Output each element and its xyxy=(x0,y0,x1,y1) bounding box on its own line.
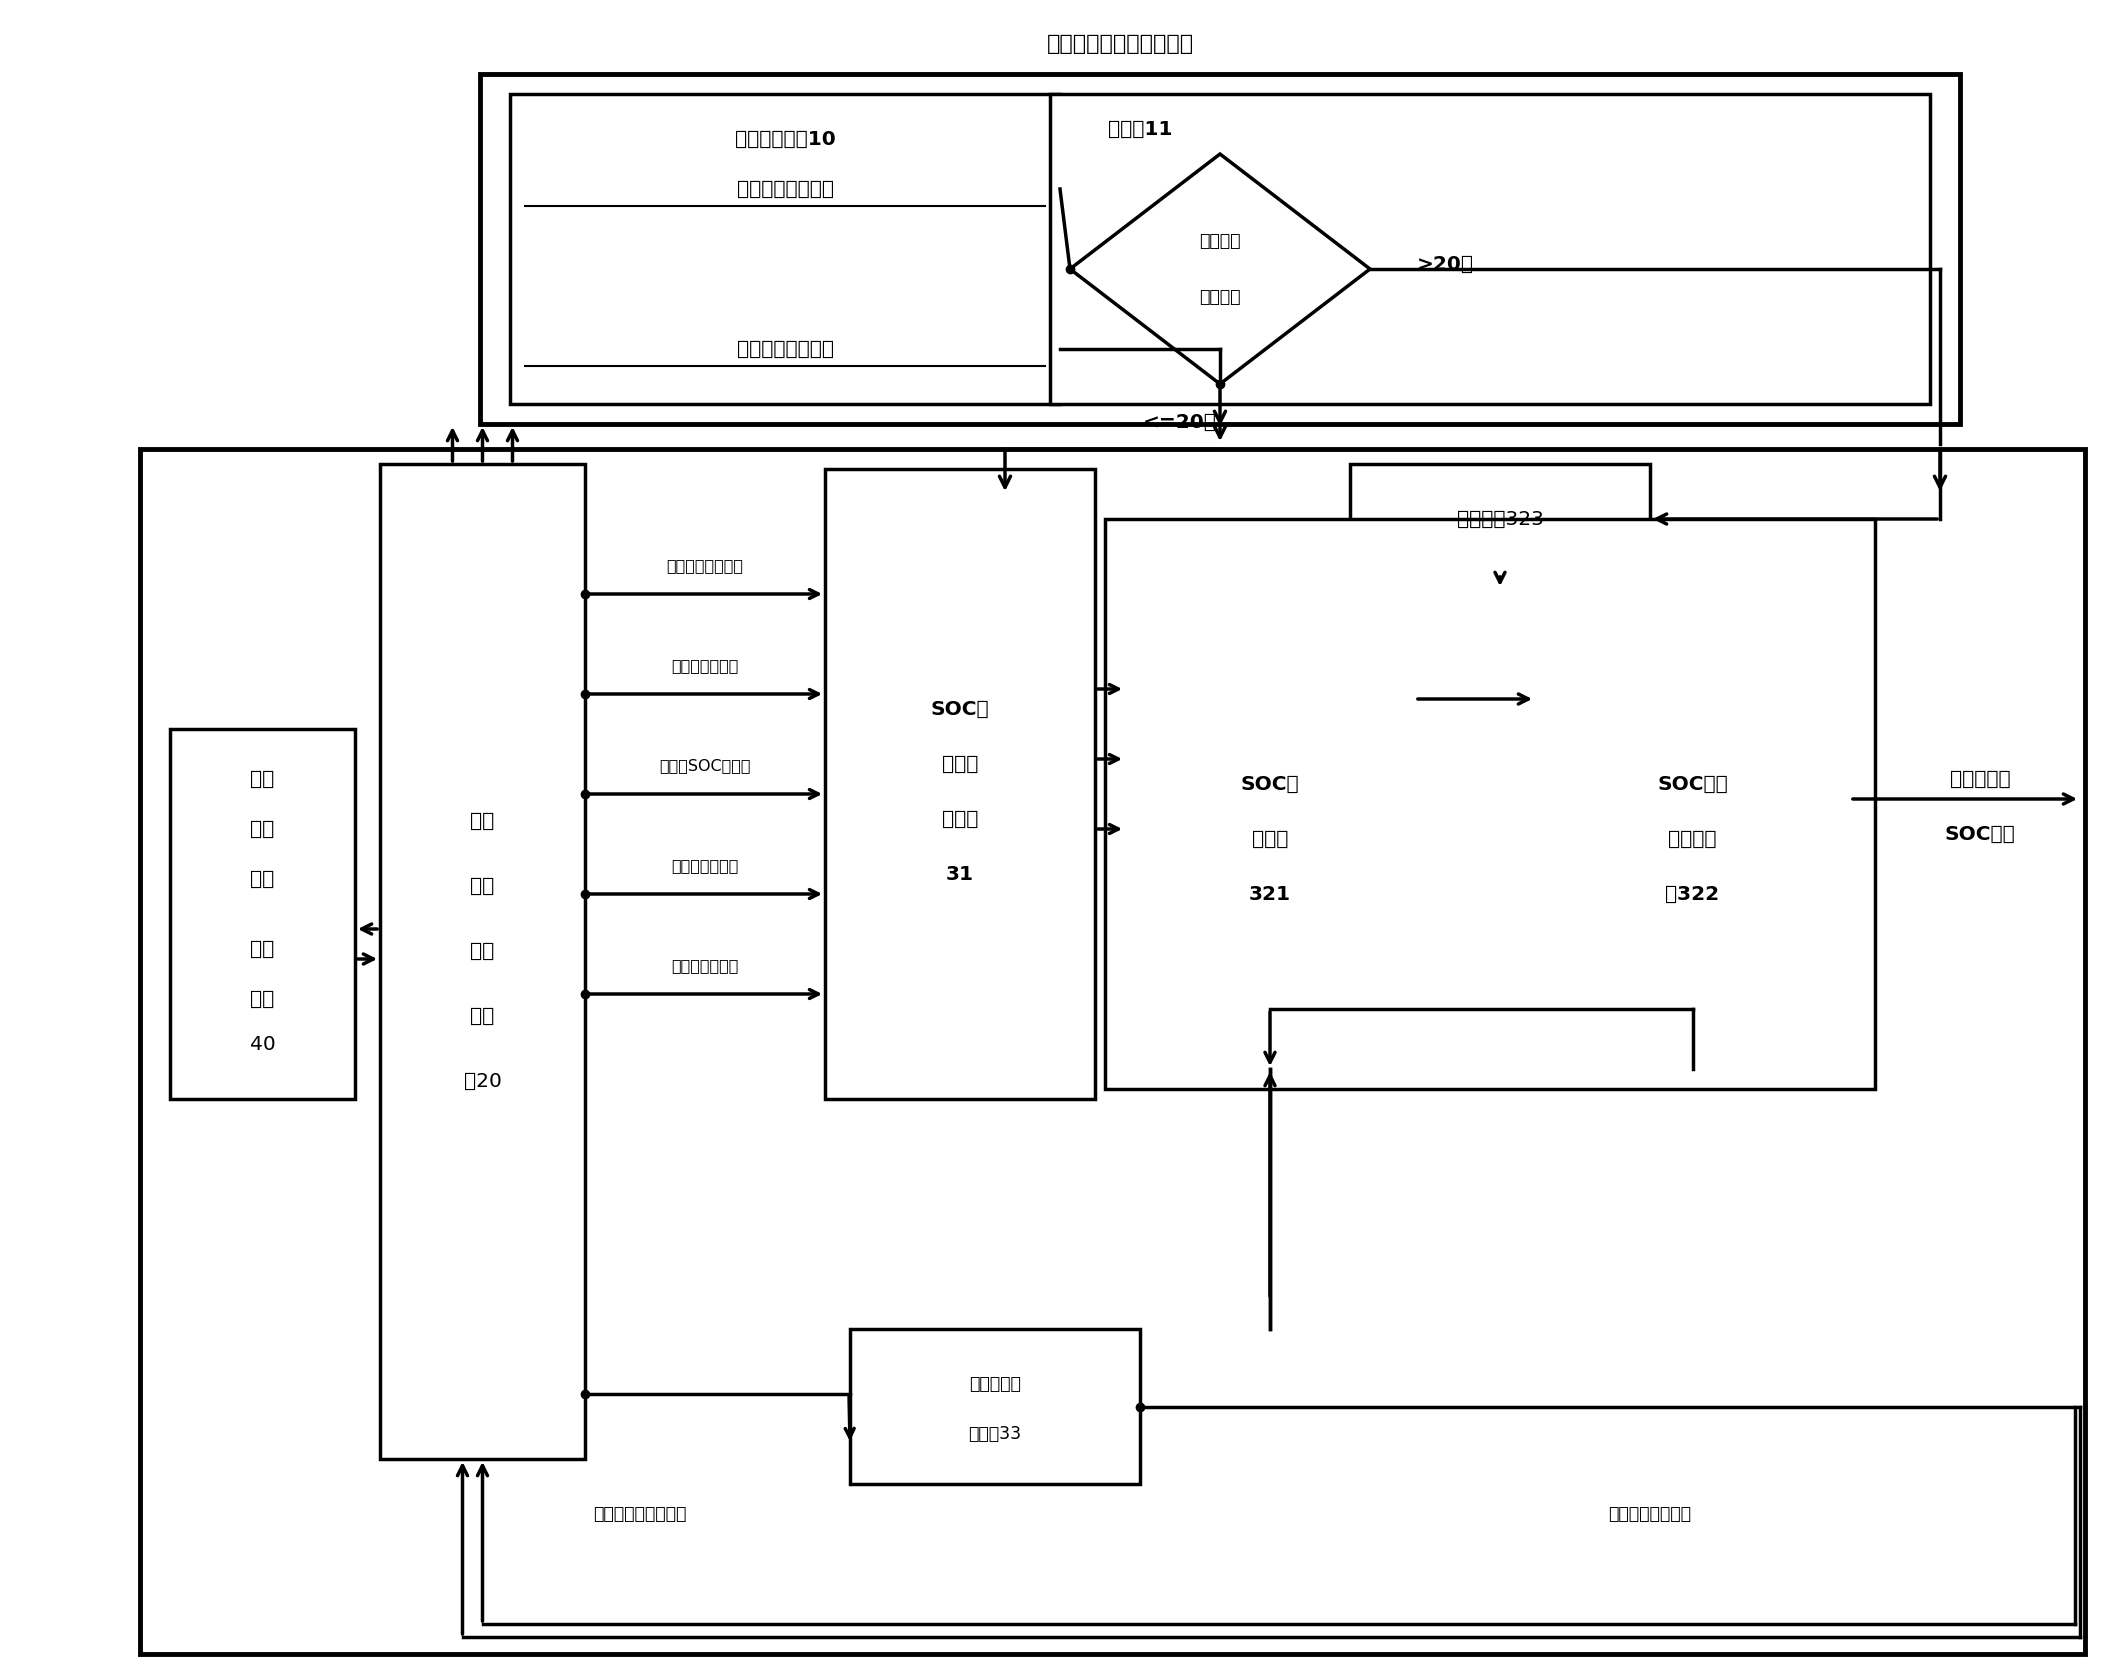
Text: 整车上电、整车断电信号: 整车上电、整车断电信号 xyxy=(1047,34,1194,54)
Text: 蓄电池端电压信号: 蓄电池端电压信号 xyxy=(666,559,744,574)
Text: 蓄电池容量信号: 蓄电池容量信号 xyxy=(672,858,738,873)
Text: 单片朱11: 单片朱11 xyxy=(1109,119,1172,138)
Text: 块20: 块20 xyxy=(464,1071,502,1091)
Bar xyxy=(379,463,585,1459)
Text: 赋値模块323: 赋値模块323 xyxy=(1456,509,1543,529)
Text: 块322: 块322 xyxy=(1666,885,1719,903)
Bar xyxy=(1350,463,1649,574)
Text: 始値估: 始値估 xyxy=(941,754,977,774)
Bar xyxy=(1105,519,1874,1090)
Text: 蓄电池温度信号: 蓄电池温度信号 xyxy=(672,959,738,974)
Bar xyxy=(511,94,1060,405)
Text: 31: 31 xyxy=(946,865,973,883)
Text: 整车上电时间信号: 整车上电时间信号 xyxy=(736,180,833,198)
Text: 电池状态诊断信号: 电池状态诊断信号 xyxy=(1609,1504,1692,1523)
Text: 上电时间: 上电时间 xyxy=(1200,289,1240,306)
Bar xyxy=(825,468,1096,1100)
Bar xyxy=(479,74,1961,425)
Text: 在线估计的: 在线估计的 xyxy=(1950,769,2010,789)
Text: 计模块: 计模块 xyxy=(941,809,977,828)
Bar xyxy=(1535,589,1851,1070)
Text: 断电前SOC值信号: 断电前SOC值信号 xyxy=(659,759,750,774)
Polygon shape xyxy=(1071,154,1370,384)
Bar xyxy=(140,448,2084,1654)
Text: 网络: 网络 xyxy=(250,870,276,888)
Text: 应修正模: 应修正模 xyxy=(1668,829,1717,848)
Text: 蓄电池电流信号: 蓄电池电流信号 xyxy=(672,658,738,673)
Bar xyxy=(1126,589,1414,1070)
Text: 数据: 数据 xyxy=(471,813,494,831)
Text: 电池状态诊: 电池状态诊 xyxy=(969,1375,1022,1394)
Text: <=20秒: <=20秒 xyxy=(1143,413,1217,432)
Text: 321: 321 xyxy=(1249,885,1291,903)
Bar xyxy=(170,729,354,1100)
Text: 存储: 存储 xyxy=(471,876,494,897)
Text: 判断整车: 判断整车 xyxy=(1200,232,1240,250)
Text: 40: 40 xyxy=(250,1034,276,1053)
Text: SOC信号: SOC信号 xyxy=(1944,824,2016,843)
Text: 模块: 模块 xyxy=(250,989,276,1009)
Text: 通讯: 通讯 xyxy=(250,819,276,838)
Text: SOC自适: SOC自适 xyxy=(1658,774,1728,794)
Text: 理模: 理模 xyxy=(471,1007,494,1026)
Text: SOC初: SOC初 xyxy=(931,700,990,719)
Text: 整车断电时间信号: 整车断电时间信号 xyxy=(736,339,833,359)
Text: 计模块: 计模块 xyxy=(1251,829,1289,848)
Bar xyxy=(850,1330,1141,1484)
Text: >20秒: >20秒 xyxy=(1416,255,1473,274)
Text: SOC估: SOC估 xyxy=(1240,774,1300,794)
Text: 通讯: 通讯 xyxy=(250,940,276,959)
Text: 与管: 与管 xyxy=(471,942,494,960)
Text: 各单体电池电压信号: 各单体电池电压信号 xyxy=(594,1504,687,1523)
Text: 断模块33: 断模块33 xyxy=(969,1425,1022,1444)
Text: 数据: 数据 xyxy=(250,769,276,789)
Text: 时间管理模块10: 时间管理模块10 xyxy=(736,129,835,148)
Bar xyxy=(1049,94,1929,405)
